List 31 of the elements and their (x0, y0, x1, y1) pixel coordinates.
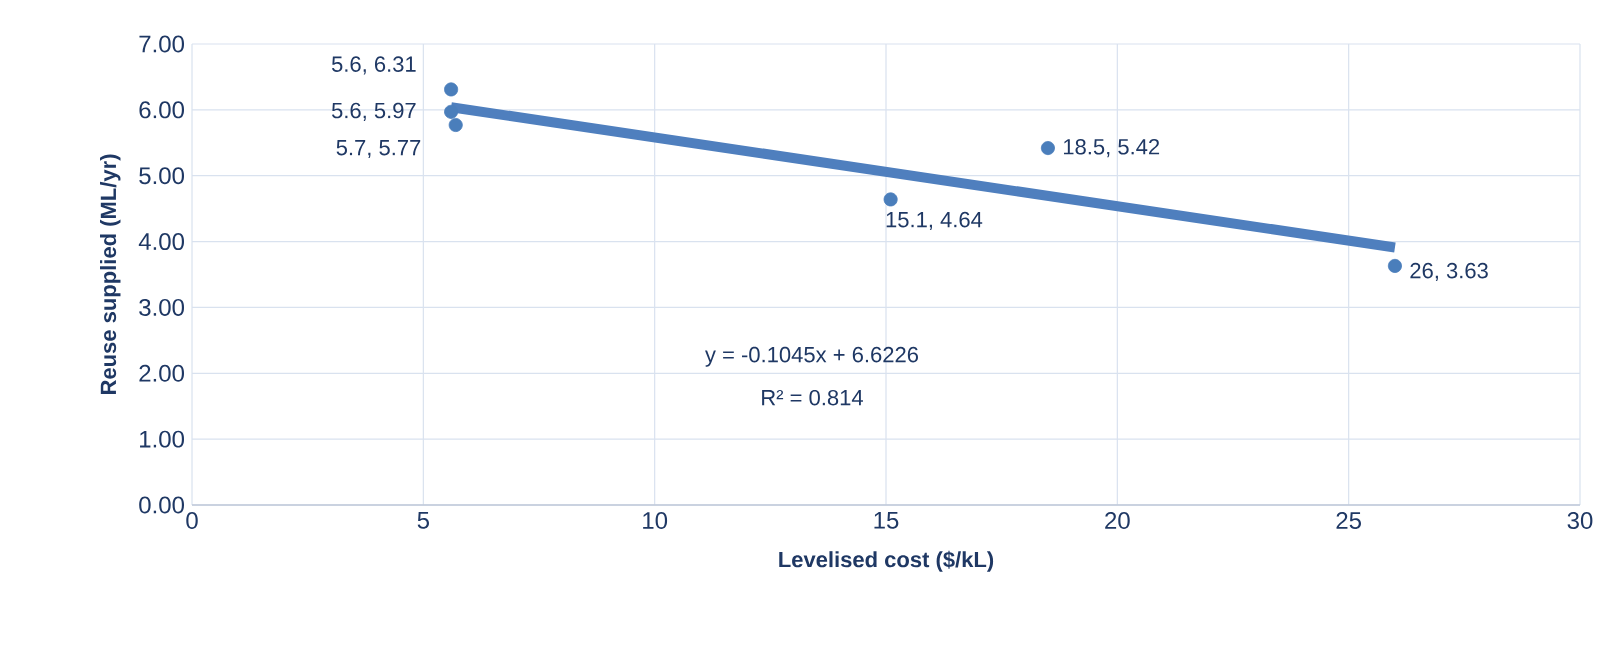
y-tick-label: 3.00 (139, 298, 185, 316)
data-label: 5.7, 5.77 (336, 140, 421, 158)
data-label: 5.6, 6.31 (331, 56, 416, 75)
annotation: R² = 0.814 (762, 389, 863, 406)
data-label: 15.1, 4.64 (886, 211, 983, 230)
point (444, 82, 459, 97)
y-tick-label: 1.00 (140, 430, 185, 448)
data-label: 26, 3.63 (1410, 262, 1488, 282)
data-label: 18.5, 5.42 (1064, 138, 1160, 158)
data-label: 5.6, 5.97 (331, 102, 416, 121)
y-tick-label: 0.00 (139, 496, 185, 514)
x-tick-label: 30 (1567, 512, 1593, 530)
point (1387, 258, 1402, 273)
x-tick-label: 25 (1336, 512, 1361, 530)
y-tick-label: 6.00 (139, 101, 185, 119)
x-tick-label: 15 (874, 512, 899, 529)
x-tick-label: 0 (186, 512, 198, 530)
x-tick-label: 10 (643, 512, 668, 530)
y-tick-label: 4.00 (138, 233, 185, 251)
point (444, 104, 459, 119)
x-tick-label: 20 (1105, 512, 1130, 530)
point (883, 192, 898, 207)
point (448, 117, 463, 132)
point (1040, 141, 1055, 156)
x-axis-title: Levelised cost ($/kL) (779, 550, 994, 572)
y-tick-label: 2.00 (139, 364, 185, 382)
y-tick-label: 7.00 (139, 35, 185, 53)
annotation: y = -0.1045x + 6.6226 (705, 346, 918, 367)
x-tick-label: 5 (417, 512, 429, 529)
y-axis-title: Reuse supplied (ML/yr) (100, 154, 121, 395)
y-tick-label: 5.00 (139, 167, 185, 185)
